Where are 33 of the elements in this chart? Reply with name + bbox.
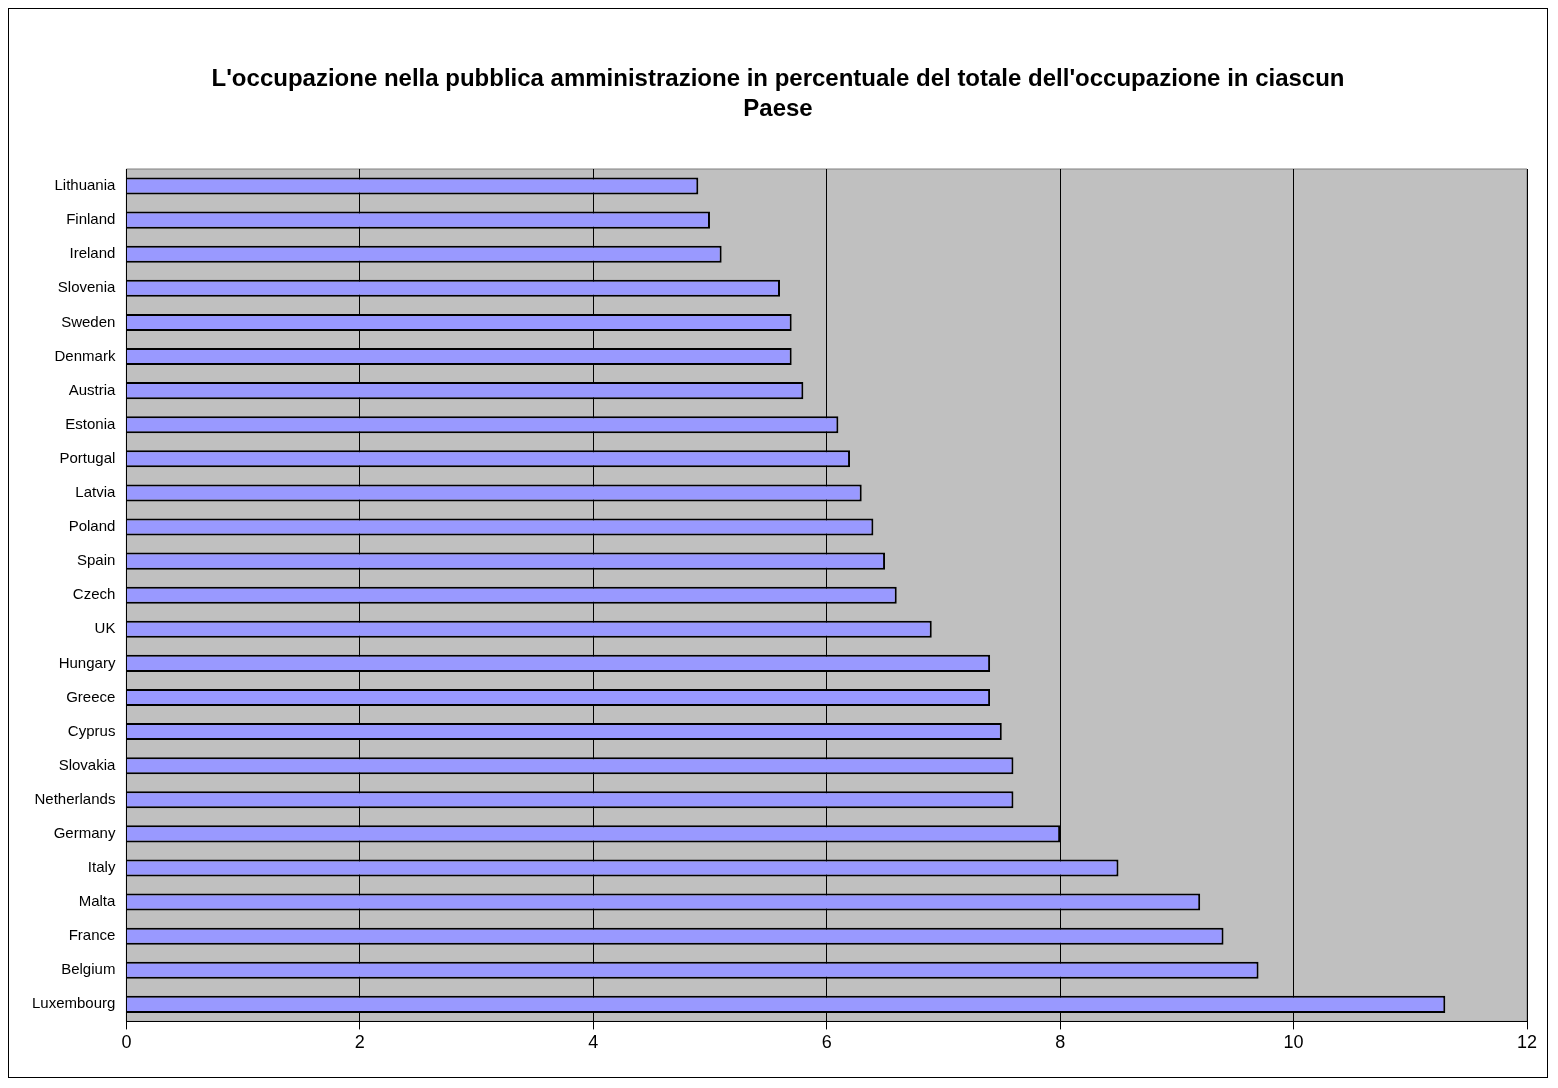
y-tick-label: Greece [66,687,116,705]
y-tick-label: Poland [68,517,116,535]
x-tick-label: 10 [1283,1032,1304,1053]
y-tick-label: Netherlands [34,789,116,807]
y-tick-label: Denmark [54,346,116,364]
y-tick-label: France [68,926,116,944]
y-tick-label: Slovenia [57,278,117,296]
y-tick-label: Luxembourg [32,994,116,1012]
x-tick-label: 2 [354,1032,365,1053]
y-tick-label: Czech [72,585,116,603]
y-tick-label: UK [94,619,116,637]
y-tick-label: Malta [78,892,117,910]
y-tick-label: Spain [77,551,116,569]
y-tick-label: Portugal [59,448,116,466]
y-tick-label: Austria [68,380,117,398]
y-tick-label: Belgium [61,960,116,978]
y-tick-label: Ireland [69,244,116,262]
y-tick-label: Finland [66,210,116,228]
x-tick-label: 4 [588,1032,599,1053]
y-tick-label: Slovakia [58,755,117,773]
y-tick-label: Estonia [65,414,117,432]
chart-title: L'occupazione nella pubblica amministrazione in percentuale del totale dell'occupazione in ciascun Paese [211,63,1345,121]
x-tick-label: 8 [1055,1032,1066,1053]
x-tick-label: 12 [1516,1032,1538,1053]
x-tick-label: 0 [121,1032,132,1053]
y-tick-label: Sweden [61,312,116,330]
y-tick-label: Lithuania [54,176,117,194]
y-tick-label: Hungary [58,653,116,671]
y-tick-label: Latvia [75,483,117,501]
y-tick-label: Cyprus [67,721,116,739]
y-tick-label: Germany [53,824,116,842]
y-tick-label: Italy [87,858,116,876]
x-tick-label: 6 [821,1032,832,1053]
